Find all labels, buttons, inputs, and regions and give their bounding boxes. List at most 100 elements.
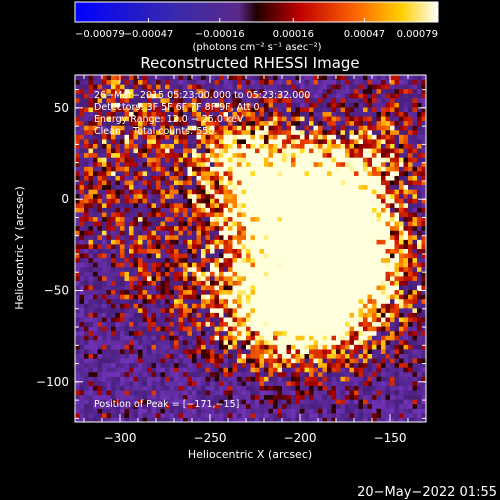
heatmap-cell xyxy=(223,330,229,336)
heatmap-cell xyxy=(228,239,233,245)
heatmap-cell xyxy=(160,75,166,81)
heatmap-cell xyxy=(88,316,94,323)
heatmap-cell xyxy=(156,138,161,144)
heatmap-cell xyxy=(84,362,89,368)
heatmap-cell xyxy=(129,225,134,231)
heatmap-cell xyxy=(102,211,107,218)
heatmap-cell xyxy=(192,280,197,286)
heatmap-cell xyxy=(133,97,139,103)
heatmap-cell xyxy=(129,152,134,158)
heatmap-cell xyxy=(138,367,143,373)
heatmap-cell xyxy=(169,225,175,231)
heatmap-cell xyxy=(210,234,215,240)
heatmap-cell xyxy=(210,88,215,94)
heatmap-cell xyxy=(363,102,368,108)
heatmap-cell xyxy=(286,88,292,94)
heatmap-cell xyxy=(97,202,103,208)
heatmap-cell xyxy=(183,262,188,268)
heatmap-cell xyxy=(115,116,121,122)
heatmap-cell xyxy=(246,266,251,272)
heatmap-cell xyxy=(295,106,301,113)
heatmap-cell xyxy=(286,84,292,90)
heatmap-cell xyxy=(102,152,107,158)
heatmap-cell xyxy=(142,403,148,409)
heatmap-cell xyxy=(84,316,89,323)
heatmap-cell xyxy=(142,289,148,295)
heatmap-cell xyxy=(160,298,166,304)
heatmap-cell xyxy=(300,138,305,144)
heatmap-cell xyxy=(322,348,328,355)
heatmap-cell xyxy=(102,79,107,85)
heatmap-cell xyxy=(264,399,269,405)
heatmap-cell xyxy=(318,417,323,422)
heatmap-cell xyxy=(282,193,287,199)
heatmap-cell xyxy=(84,303,89,309)
heatmap-cell xyxy=(336,239,341,245)
heatmap-cell xyxy=(349,390,355,396)
heatmap-cell xyxy=(354,79,359,85)
heatmap-cell xyxy=(138,193,143,199)
heatmap-cell xyxy=(228,143,233,149)
heatmap-cell xyxy=(255,358,260,364)
heatmap-cell xyxy=(210,257,215,263)
heatmap-cell xyxy=(277,84,283,90)
heatmap-cell xyxy=(363,138,368,144)
heatmap-cell xyxy=(268,289,274,295)
heatmap-cell xyxy=(331,216,337,222)
heatmap-cell xyxy=(228,180,233,186)
heatmap-cell xyxy=(358,321,364,327)
heatmap-cell xyxy=(322,106,328,113)
heatmap-cell xyxy=(192,211,197,218)
heatmap-cell xyxy=(336,262,341,268)
heatmap-cell xyxy=(223,198,229,204)
heatmap-cell xyxy=(228,257,233,263)
heatmap-cell xyxy=(165,116,170,122)
heatmap-cell xyxy=(201,239,206,245)
heatmap-cell xyxy=(115,211,121,218)
heatmap-cell xyxy=(187,358,193,364)
heatmap-cell xyxy=(241,180,247,186)
heatmap-cell xyxy=(295,239,301,245)
heatmap-cell xyxy=(183,157,188,163)
heatmap-cell xyxy=(223,189,229,195)
heatmap-cell xyxy=(277,303,283,309)
heatmap-cell xyxy=(358,143,364,149)
heatmap-cell xyxy=(138,376,143,382)
heatmap-cell xyxy=(160,285,166,291)
heatmap-cell xyxy=(75,230,80,236)
heatmap-cell xyxy=(192,326,197,332)
heatmap-cell xyxy=(309,138,314,144)
heatmap-cell xyxy=(331,266,337,272)
heatmap-cell xyxy=(97,307,103,313)
heatmap-cell xyxy=(88,148,94,154)
heatmap-cell xyxy=(336,143,341,149)
heatmap-cell xyxy=(237,257,242,263)
heatmap-cell xyxy=(282,216,287,222)
heatmap-cell xyxy=(115,170,121,176)
heatmap-cell xyxy=(232,285,238,291)
heatmap-cell xyxy=(97,148,103,154)
heatmap-cell xyxy=(291,385,296,391)
heatmap-cell xyxy=(331,362,337,368)
heatmap-cell xyxy=(183,312,188,318)
heatmap-cell xyxy=(115,79,121,85)
heatmap-cell xyxy=(106,239,112,245)
heatmap-cell xyxy=(264,335,269,341)
heatmap-cell xyxy=(111,367,116,373)
heatmap-cell xyxy=(165,79,170,85)
heatmap-cell xyxy=(250,180,256,186)
heatmap-cell xyxy=(205,376,211,382)
heatmap-cell xyxy=(160,152,166,158)
heatmap-cell xyxy=(304,225,310,231)
heatmap-cell xyxy=(187,138,193,144)
heatmap-cell xyxy=(160,262,166,268)
heatmap-cell xyxy=(304,380,310,386)
heatmap-cell xyxy=(75,129,80,135)
heatmap-cell xyxy=(219,97,224,103)
heatmap-cell xyxy=(322,412,328,418)
heatmap-cell xyxy=(102,207,107,213)
heatmap-cell xyxy=(354,102,359,108)
heatmap-cell xyxy=(93,248,98,254)
heatmap-cell xyxy=(133,335,139,341)
heatmap-cell xyxy=(124,289,130,295)
